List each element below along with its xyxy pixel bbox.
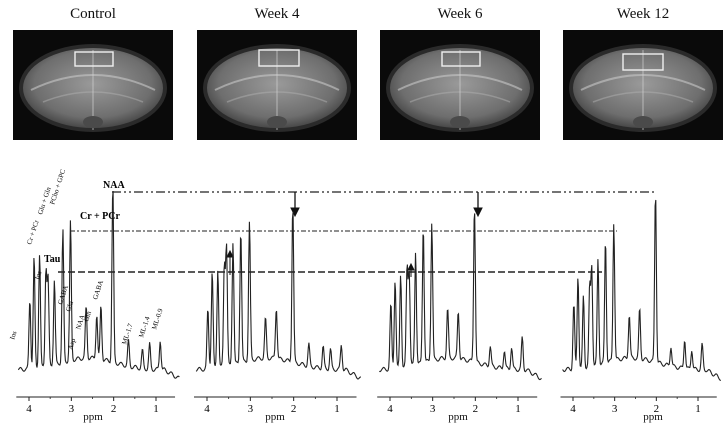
peak-label: Ins <box>8 330 18 341</box>
mri-image-week6 <box>380 30 540 140</box>
tick-label: 4 <box>204 403 210 412</box>
spectrum-line-2 <box>379 213 542 381</box>
annotation-tau: Tau <box>44 254 61 265</box>
arrow-week4-up <box>226 249 234 275</box>
peak-label: GABA <box>91 279 105 300</box>
tick-label: 4 <box>387 403 393 412</box>
annotation-cr-pcr: Cr + PCr <box>80 211 121 222</box>
roi-box <box>441 51 481 67</box>
mri-image-control <box>13 30 173 140</box>
tick-label: 3 <box>612 403 618 412</box>
ppm-label-week6: ppm <box>448 411 468 423</box>
brain-section <box>203 44 351 132</box>
ppm-label-control: ppm <box>83 411 103 423</box>
mri-image-week12 <box>563 30 723 140</box>
roi-box <box>258 49 300 67</box>
spectrum-line-1 <box>195 211 362 380</box>
tick-label: 2 <box>291 403 297 412</box>
peak-label: Cr + PCr <box>25 218 41 245</box>
brain-section <box>569 44 717 132</box>
spectrum-line-0 <box>17 190 180 379</box>
peak-label: ML-0.9 <box>150 307 164 330</box>
tick-label: 2 <box>111 403 117 412</box>
ppm-label-week4: ppm <box>265 411 285 423</box>
brain-section <box>19 44 167 132</box>
peak-label: ML-1.7 <box>120 322 134 345</box>
tick-label: 1 <box>334 403 340 412</box>
spectra-plot: 4 3 2 1 4 3 2 1 4 3 2 1 4 3 2 1 NAA Cr + PCr Tau Ins Ins… <box>8 168 722 412</box>
peak-label: Gln <box>82 310 93 323</box>
panel-title-week6: Week 6 <box>437 6 483 22</box>
tick-label: 2 <box>473 403 479 412</box>
roi-box <box>74 51 114 67</box>
spectrum-line-3 <box>562 199 722 381</box>
tick-label: 1 <box>153 403 159 412</box>
tick-label: 3 <box>248 403 254 412</box>
arrow-week4-naa <box>290 192 300 218</box>
peak-label: Glu <box>64 300 75 313</box>
tick-label: 1 <box>515 403 521 412</box>
panel-title-control: Control <box>70 6 116 22</box>
arrow-week6-up <box>407 262 415 277</box>
peak-label: ML-1.4 <box>137 315 151 338</box>
arrow-week6-naa <box>473 192 483 218</box>
ppm-label-week12: ppm <box>643 411 663 423</box>
peak-label: PCho + GPC <box>48 168 67 206</box>
tick-label: 4 <box>26 403 32 412</box>
tick-label: 4 <box>570 403 576 412</box>
panel-title-week4: Week 4 <box>254 6 300 22</box>
tick-label: 2 <box>654 403 660 412</box>
peak-label: Asp <box>66 337 77 351</box>
panel-title-week12: Week 12 <box>616 6 670 22</box>
brain-section <box>386 44 534 132</box>
tick-label: 3 <box>430 403 436 412</box>
tick-label: 3 <box>69 403 75 412</box>
mri-image-week4 <box>197 30 357 140</box>
peak-label: Ins <box>33 270 43 281</box>
roi-box <box>622 53 664 71</box>
annotation-naa: NAA <box>103 180 125 191</box>
tick-label: 1 <box>695 403 701 412</box>
